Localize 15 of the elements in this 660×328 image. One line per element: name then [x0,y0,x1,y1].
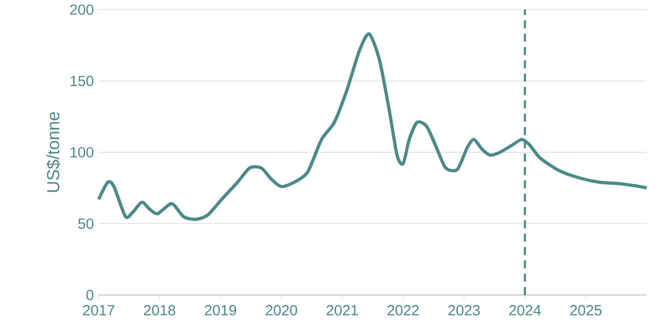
x-tick-label: 2023 [448,304,480,316]
x-tick-label: 2018 [144,304,176,316]
y-tick-label: 0 [86,290,94,300]
x-tick-label: 2017 [83,304,114,316]
y-tick-label: 50 [78,218,94,229]
x-tick-label: 2022 [388,304,419,316]
y-tick-label: 200 [70,4,94,15]
y-tick-label: 150 [70,76,94,86]
x-tick-label: 2019 [204,304,236,316]
y-axis-title: US$/tonne [46,112,60,192]
x-tick-label: 2024 [509,304,541,316]
y-tick-label: 100 [70,146,94,158]
x-tick-label: 2021 [326,304,358,316]
x-tick-label: 2020 [266,304,298,316]
x-tick-label: 2025 [570,304,602,316]
